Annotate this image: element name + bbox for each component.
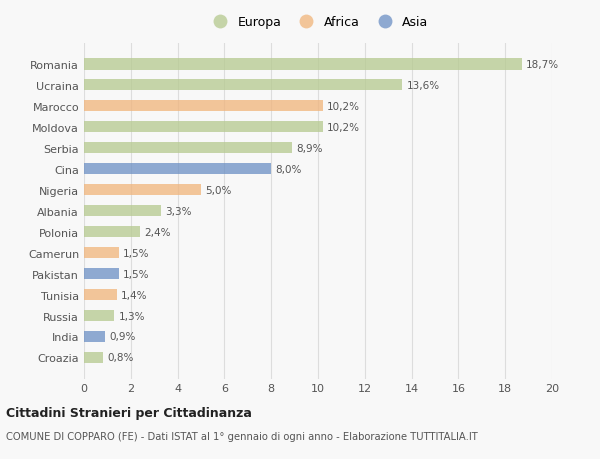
Bar: [84, 289, 117, 301]
Text: 18,7%: 18,7%: [526, 60, 559, 70]
Bar: [84, 205, 161, 217]
Text: 10,2%: 10,2%: [327, 101, 360, 112]
Bar: [84, 268, 119, 280]
Text: 0,8%: 0,8%: [107, 353, 133, 363]
Text: 1,5%: 1,5%: [124, 248, 150, 258]
Bar: [84, 163, 271, 175]
Bar: [84, 59, 521, 70]
Bar: [84, 226, 140, 238]
Text: 2,4%: 2,4%: [145, 227, 171, 237]
Bar: [84, 185, 201, 196]
Bar: [84, 352, 103, 364]
Legend: Europa, Africa, Asia: Europa, Africa, Asia: [208, 17, 428, 29]
Bar: [84, 80, 402, 91]
Bar: [84, 101, 323, 112]
Text: 8,9%: 8,9%: [296, 143, 323, 153]
Text: 8,0%: 8,0%: [275, 164, 302, 174]
Bar: [84, 247, 119, 259]
Text: Cittadini Stranieri per Cittadinanza: Cittadini Stranieri per Cittadinanza: [6, 406, 252, 419]
Bar: [84, 122, 323, 133]
Text: 1,4%: 1,4%: [121, 290, 148, 300]
Text: COMUNE DI COPPARO (FE) - Dati ISTAT al 1° gennaio di ogni anno - Elaborazione TU: COMUNE DI COPPARO (FE) - Dati ISTAT al 1…: [6, 431, 478, 442]
Text: 0,9%: 0,9%: [109, 332, 136, 342]
Text: 1,3%: 1,3%: [119, 311, 145, 321]
Text: 3,3%: 3,3%: [166, 206, 192, 216]
Text: 10,2%: 10,2%: [327, 123, 360, 132]
Text: 5,0%: 5,0%: [205, 185, 232, 195]
Text: 1,5%: 1,5%: [124, 269, 150, 279]
Bar: [84, 143, 292, 154]
Text: 13,6%: 13,6%: [406, 80, 440, 90]
Bar: [84, 331, 105, 342]
Bar: [84, 310, 115, 322]
